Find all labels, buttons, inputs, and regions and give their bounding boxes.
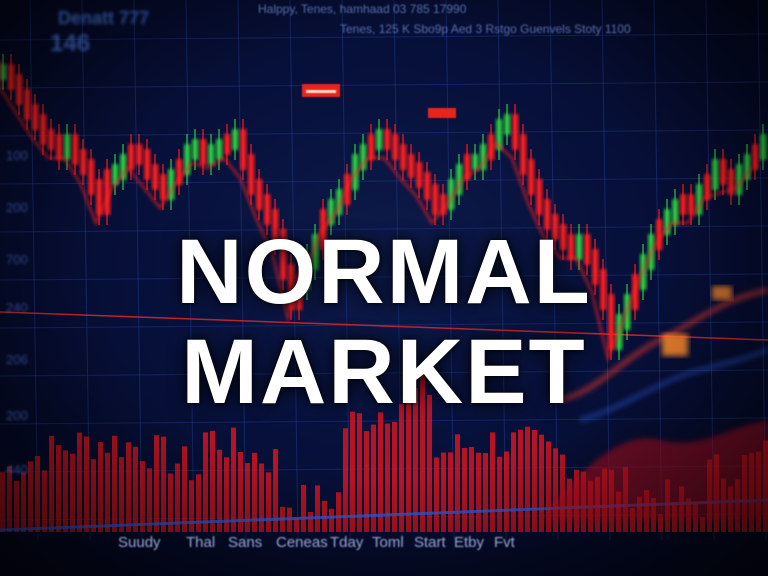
y-tick-label: 100 <box>6 148 28 163</box>
second-ticker-text: Tenes, 125 K Sbo9p Aed 3 Rstgo Guenvels … <box>340 22 631 36</box>
x-tick-label: Tday <box>330 534 364 551</box>
x-tick-label: Sans <box>228 534 263 551</box>
corner-label-small: Denatt 777 <box>58 8 150 28</box>
x-tick-label: Toml <box>372 534 404 551</box>
corner-label-big: 146 <box>50 30 91 57</box>
y-tick-label: 206 <box>6 352 28 367</box>
y-tick-label: 200 <box>6 408 28 423</box>
y-tick-label: 200 <box>6 200 28 215</box>
price-badge: ▬▬▬ <box>302 84 340 97</box>
y-tick-label: 700 <box>6 252 28 267</box>
x-tick-label: Etby <box>454 534 485 551</box>
x-tick-label: Ceneas <box>276 534 328 551</box>
y-tick-label: 240 <box>6 300 28 315</box>
headline-line-2: MARKET <box>181 321 587 423</box>
x-tick-label: Start <box>414 534 446 551</box>
y-tick-label: 440 <box>6 462 28 477</box>
x-tick-label: Fvt <box>494 534 515 551</box>
x-tick-label: Thal <box>186 534 216 551</box>
x-tick-label: Suudy <box>118 534 161 551</box>
price-badge-small <box>428 108 456 118</box>
top-ticker-text: Halppy, Tenes, hamhaad 03 785 17990 <box>258 2 467 16</box>
headline-line-1: NORMAL <box>176 221 592 323</box>
